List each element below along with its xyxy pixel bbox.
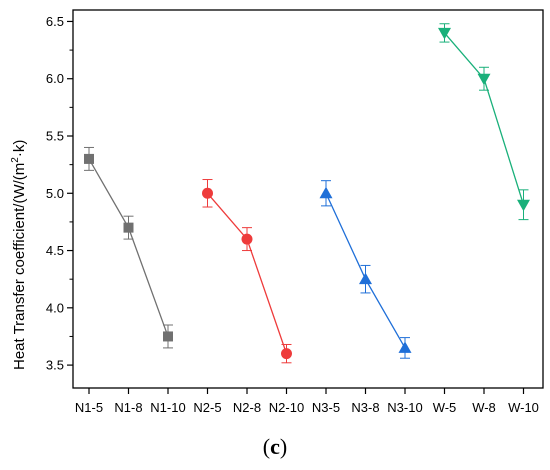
x-tick-label: N3-10 xyxy=(387,400,422,415)
y-tick-label: 4.5 xyxy=(46,243,64,258)
data-point xyxy=(281,348,292,360)
panel-label: (c) xyxy=(263,434,287,459)
plot-frame xyxy=(72,9,544,389)
y-axis-ticks: 3.5 4.0 4.5 5.0 5.5 6.0 6.5 xyxy=(46,14,73,373)
x-tick-label: W-10 xyxy=(508,400,539,415)
series-line xyxy=(88,158,169,337)
y-axis-label: Heat Transfer coefficient/(W/(m2·k) xyxy=(10,140,28,370)
y-tick-label: 5.5 xyxy=(46,129,64,144)
series-1 xyxy=(202,179,292,364)
x-tick-label: W-5 xyxy=(433,400,457,415)
series-2 xyxy=(319,180,412,359)
data-point xyxy=(123,222,134,233)
data-point xyxy=(359,272,372,285)
data-point xyxy=(398,341,412,353)
x-tick-label: N2-5 xyxy=(193,400,221,415)
series-line xyxy=(207,192,288,354)
x-tick-label: N2-8 xyxy=(233,400,261,415)
x-tick-label: N1-5 xyxy=(75,400,103,415)
x-tick-label: N3-8 xyxy=(351,400,379,415)
series-3 xyxy=(438,23,530,221)
data-point xyxy=(241,233,253,245)
y-tick-label: 3.5 xyxy=(46,358,64,373)
x-tick-label: N3-5 xyxy=(312,400,340,415)
axes xyxy=(72,9,544,389)
x-axis-ticks: N1-5 N1-8 N1-10 N2-5 N2-8 N2-10 N3-5 N3-8 N3-10 W… xyxy=(75,388,539,415)
series-line xyxy=(444,32,525,205)
data-point xyxy=(84,153,94,164)
x-tick-label: N1-10 xyxy=(150,400,185,415)
series-0 xyxy=(84,146,173,349)
data-point xyxy=(438,27,451,40)
x-tick-label: N1-8 xyxy=(114,400,142,415)
y-tick-label: 5.0 xyxy=(46,186,64,201)
y-tick-label: 6.0 xyxy=(46,71,64,86)
data-point xyxy=(517,199,530,212)
y-tick-label: 6.5 xyxy=(46,14,64,29)
x-tick-label: N2-10 xyxy=(269,400,304,415)
data-point xyxy=(163,331,173,342)
data-point xyxy=(319,186,333,199)
y-tick-label: 4.0 xyxy=(46,300,64,315)
x-tick-label: W-8 xyxy=(472,400,496,415)
data-point xyxy=(202,187,213,199)
data-point xyxy=(477,73,491,86)
series-group xyxy=(84,23,530,364)
